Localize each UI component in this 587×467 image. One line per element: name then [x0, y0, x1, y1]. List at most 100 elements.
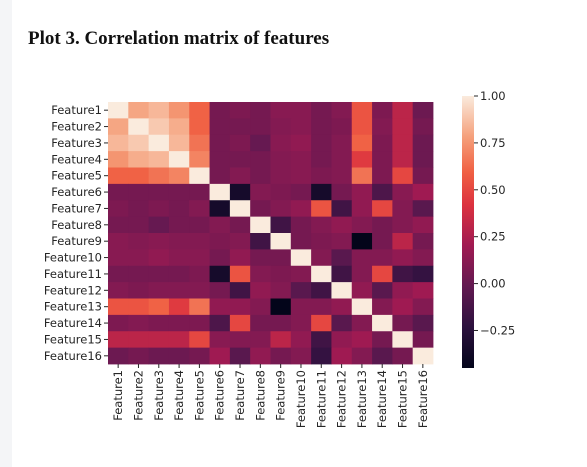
heatmap-cell [372, 233, 393, 250]
heatmap-cell [108, 348, 129, 365]
colorbar-tick-label: 0.00 [480, 277, 506, 291]
heatmap-cell [331, 217, 352, 234]
heatmap-cell [291, 168, 312, 185]
y-tick-label: Feature10 [44, 251, 102, 265]
heatmap-cell [331, 331, 352, 348]
heatmap-cell [250, 118, 271, 135]
heatmap-cell [169, 233, 190, 250]
colorbar [462, 96, 474, 368]
heatmap-cell [392, 299, 413, 316]
heatmap-cell [250, 151, 271, 168]
heatmap-cell [250, 249, 271, 266]
heatmap-cell [169, 348, 190, 365]
heatmap-cell [271, 135, 292, 152]
y-tick-label: Feature5 [51, 169, 102, 183]
heatmap-cell [392, 249, 413, 266]
heatmap-cell [108, 249, 129, 266]
heatmap-cell [149, 168, 170, 185]
heatmap-cell [230, 233, 251, 250]
heatmap-cell [372, 299, 393, 316]
heatmap-cell [108, 315, 129, 332]
heatmap-cell [169, 135, 190, 152]
x-tick-label: Feature16 [416, 370, 430, 428]
heatmap-cell [311, 315, 332, 332]
heatmap-cell [392, 233, 413, 250]
heatmap-cell [352, 184, 373, 201]
heatmap-cell [250, 348, 271, 365]
heatmap-cell [372, 102, 393, 119]
heatmap-cell [169, 249, 190, 266]
y-tick-label: Feature6 [51, 185, 102, 199]
heatmap-cell [392, 135, 413, 152]
heatmap-cell [210, 315, 231, 332]
heatmap-cell [149, 315, 170, 332]
y-tick-label: Feature13 [44, 300, 102, 314]
heatmap-cell [230, 331, 251, 348]
heatmap-cell [128, 151, 149, 168]
x-tick-label: Feature3 [152, 370, 166, 421]
heatmap-cell [149, 331, 170, 348]
heatmap-cell [108, 118, 129, 135]
heatmap-cell [291, 233, 312, 250]
heatmap-cell [149, 299, 170, 316]
y-tick-label: Feature15 [44, 332, 102, 346]
heatmap-cell [189, 331, 210, 348]
heatmap-cell [189, 217, 210, 234]
x-tick-label: Feature5 [192, 370, 206, 421]
heatmap-cell [291, 184, 312, 201]
heatmap-cell [230, 249, 251, 266]
heatmap-cell [271, 315, 292, 332]
heatmap-cell [189, 348, 210, 365]
heatmap-cell [210, 249, 231, 266]
heatmap-cell [169, 168, 190, 185]
heatmap-cell [128, 348, 149, 365]
heatmap-cell [189, 102, 210, 119]
heatmap-cell [413, 168, 434, 185]
heatmap-cell [271, 217, 292, 234]
heatmap-cell [189, 266, 210, 283]
x-tick-label: Feature7 [233, 370, 247, 421]
heatmap-cell [311, 200, 332, 217]
heatmap-cell [372, 151, 393, 168]
heatmap-cell [128, 168, 149, 185]
y-tick-label: Feature4 [51, 152, 102, 166]
heatmap-cell [352, 331, 373, 348]
heatmap-cell [413, 348, 434, 365]
heatmap-cell [149, 102, 170, 119]
heatmap-cell [230, 217, 251, 234]
heatmap-cell [331, 184, 352, 201]
heatmap-cell [210, 168, 231, 185]
heatmap-cell [372, 200, 393, 217]
heatmap-cell [271, 266, 292, 283]
heatmap-cell [128, 200, 149, 217]
y-tick-label: Feature12 [44, 283, 102, 297]
heatmap-cell [413, 233, 434, 250]
heatmap-cell [210, 184, 231, 201]
heatmap-cell [210, 233, 231, 250]
heatmap-cell [210, 331, 231, 348]
heatmap-cell [392, 266, 413, 283]
heatmap-cell [392, 331, 413, 348]
heatmap-cell [271, 200, 292, 217]
heatmap-cell [413, 331, 434, 348]
heatmap-cell [189, 168, 210, 185]
heatmap-cell [311, 266, 332, 283]
heatmap-cell [352, 233, 373, 250]
heatmap-cell [271, 102, 292, 119]
heatmap-cell [250, 315, 271, 332]
heatmap-cell [128, 282, 149, 299]
heatmap-cell [128, 118, 149, 135]
heatmap-cell [169, 151, 190, 168]
heatmap-cell [372, 266, 393, 283]
heatmap-cell [392, 282, 413, 299]
heatmap-cell [291, 151, 312, 168]
heatmap-cell [230, 315, 251, 332]
colorbar-tick-label: −0.25 [480, 323, 515, 337]
heatmap-cell [331, 135, 352, 152]
heatmap-cell [169, 299, 190, 316]
heatmap-cell [230, 266, 251, 283]
heatmap-cell [413, 315, 434, 332]
heatmap-cell [413, 135, 434, 152]
heatmap-cell [271, 184, 292, 201]
heatmap-cell [413, 217, 434, 234]
